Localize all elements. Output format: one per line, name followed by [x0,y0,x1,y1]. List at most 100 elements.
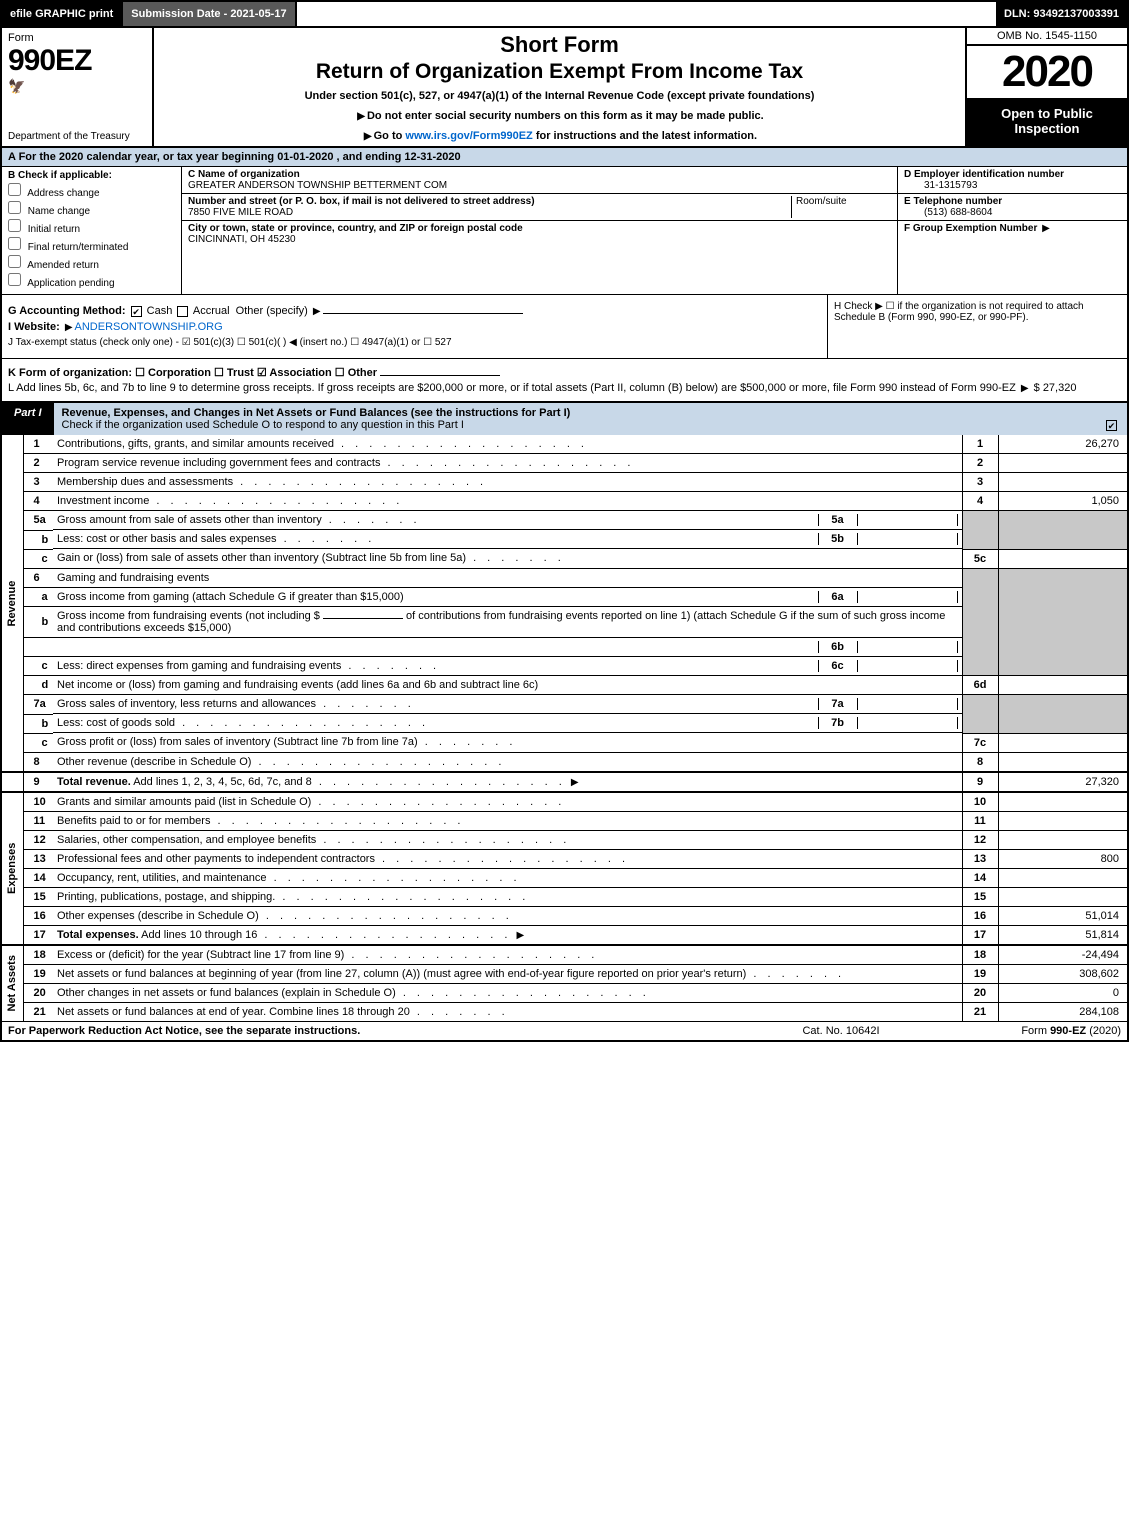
line-6a: a Gross income from gaming (attach Sched… [1,587,1128,607]
header-right: OMB No. 1545-1150 2020 Open to Public In… [967,28,1127,146]
line-14: 14 Occupancy, rent, utilities, and maint… [1,868,1128,887]
part-1-label: Part I [2,403,54,435]
line-21-val: 284,108 [998,1002,1128,1021]
website-link[interactable]: ANDERSONTOWNSHIP.ORG [75,321,223,333]
line-19: 19 Net assets or fund balances at beginn… [1,964,1128,983]
side-netassets: Net Assets [1,945,23,1022]
part-1-title-text: Revenue, Expenses, and Changes in Net As… [62,407,571,419]
cat-no: Cat. No. 10642I [741,1025,941,1037]
part-1-subtitle: Check if the organization used Schedule … [62,419,464,431]
goto-line: Go to www.irs.gov/Form990EZ for instruct… [158,130,961,142]
line-7c-val [998,733,1128,752]
part-1-title: Revenue, Expenses, and Changes in Net As… [54,403,1127,435]
submission-date: Submission Date - 2021-05-17 [123,2,296,26]
header-center: Short Form Return of Organization Exempt… [152,28,967,146]
paperwork-notice: For Paperwork Reduction Act Notice, see … [8,1025,741,1037]
form-word: Form [8,32,34,44]
line-2-desc: Program service revenue including govern… [57,457,380,469]
line-17-val: 51,814 [998,925,1128,945]
chk-amended-return[interactable]: Amended return [8,255,175,271]
line-18: Net Assets 18 Excess or (deficit) for th… [1,945,1128,965]
d-label: D Employer identification number [904,169,1064,180]
line-11-val [998,811,1128,830]
d-ein: D Employer identification number 31-1315… [898,167,1127,194]
line-18-val: -24,494 [998,945,1128,965]
line-5c-val [998,549,1128,568]
tax-year: 2020 [967,46,1127,100]
no-ssn-line: Do not enter social security numbers on … [158,110,961,122]
i-line: I Website: ANDERSONTOWNSHIP.ORG [8,321,821,333]
f-label: F Group Exemption Number [904,223,1037,234]
line-6b-1: b Gross income from fundraising events (… [1,607,1128,638]
line-2: 2 Program service revenue including gove… [1,454,1128,473]
line-1: Revenue 1 Contributions, gifts, grants, … [1,435,1128,454]
header-left: Form 990EZ 🦅 Department of the Treasury [2,28,152,146]
line-9-val: 27,320 [998,772,1128,792]
l-text: L Add lines 5b, 6c, and 7b to line 9 to … [8,382,1016,394]
irs-link[interactable]: www.irs.gov/Form990EZ [405,130,532,142]
line-6-desc: Gaming and fundraising events [53,568,962,587]
line-5c-desc: Gain or (loss) from sale of assets other… [57,552,466,564]
line-10: Expenses 10 Grants and similar amounts p… [1,792,1128,812]
line-4-desc: Investment income [57,495,149,507]
efile-label[interactable]: efile GRAPHIC print [2,2,123,26]
line-4-val: 1,050 [998,492,1128,511]
org-city-row: City or town, state or province, country… [182,221,897,247]
line-6d: d Net income or (loss) from gaming and f… [1,676,1128,695]
short-form-title: Short Form [158,32,961,58]
row-kl: K Form of organization: ☐ Corporation ☐ … [0,359,1129,403]
e-phone: E Telephone number (513) 688-8604 [898,194,1127,221]
org-city: CINCINNATI, OH 45230 [188,234,891,245]
top-spacer [297,2,996,26]
c-addr-label: Number and street (or P. O. box, if mail… [188,196,535,207]
j-line: J Tax-exempt status (check only one) - ☑… [8,337,821,348]
line-14-desc: Occupancy, rent, utilities, and maintena… [57,872,267,884]
line-15-val [998,887,1128,906]
line-16-desc: Other expenses (describe in Schedule O) [57,910,259,922]
chk-cash[interactable] [131,306,142,317]
line-1-val: 26,270 [998,435,1128,454]
line-6c: c Less: direct expenses from gaming and … [1,657,1128,676]
line-6d-desc: Net income or (loss) from gaming and fun… [53,676,962,695]
line-8: 8 Other revenue (describe in Schedule O)… [1,752,1128,772]
chk-schedule-o[interactable] [1106,420,1117,431]
line-2-val [998,454,1128,473]
line-20-val: 0 [998,983,1128,1002]
line-20-desc: Other changes in net assets or fund bala… [57,987,396,999]
chk-application-pending[interactable]: Application pending [8,273,175,289]
chk-name-change[interactable]: Name change [8,201,175,217]
line-7a-desc: Gross sales of inventory, less returns a… [57,698,316,710]
line-18-desc: Excess or (deficit) for the year (Subtra… [57,949,344,961]
c-city-label: City or town, state or province, country… [188,223,523,234]
form-number: 990EZ [8,44,91,77]
line-10-desc: Grants and similar amounts paid (list in… [57,796,311,808]
line-9: 9 Total revenue. Total revenue. Add line… [1,772,1128,792]
line-1-desc: Contributions, gifts, grants, and simila… [57,438,334,450]
return-title: Return of Organization Exempt From Incom… [158,60,961,84]
l-amount: $ 27,320 [1034,382,1077,394]
line-8-desc: Other revenue (describe in Schedule O) [57,756,251,768]
line-6d-val [998,676,1128,695]
line-21: 21 Net assets or fund balances at end of… [1,1002,1128,1021]
line-6b-desc1: Gross income from fundraising events (no… [57,610,320,622]
side-revenue: Revenue [1,435,23,772]
line-19-val: 308,602 [998,964,1128,983]
row-a: A For the 2020 calendar year, or tax yea… [0,148,1129,167]
irs-eagle-icon: 🦅 [8,78,25,94]
l-line: L Add lines 5b, 6c, and 7b to line 9 to … [8,382,1121,394]
line-3-desc: Membership dues and assessments [57,476,233,488]
line-11: 11 Benefits paid to or for members 11 [1,811,1128,830]
g-line: G Accounting Method: Cash Accrual Other … [8,305,821,317]
c-name-label: C Name of organization [188,169,300,180]
line-13-desc: Professional fees and other payments to … [57,853,375,865]
line-6: 6 Gaming and fundraising events [1,568,1128,587]
no-ssn-text: Do not enter social security numbers on … [367,110,764,122]
org-name: GREATER ANDERSON TOWNSHIP BETTERMENT COM [188,180,891,191]
f-group: F Group Exemption Number [898,221,1127,294]
chk-initial-return[interactable]: Initial return [8,219,175,235]
col-b: B Check if applicable: Address change Na… [2,167,182,294]
chk-final-return[interactable]: Final return/terminated [8,237,175,253]
part-1-header: Part I Revenue, Expenses, and Changes in… [0,403,1129,435]
chk-accrual[interactable] [177,306,188,317]
chk-address-change[interactable]: Address change [8,183,175,199]
